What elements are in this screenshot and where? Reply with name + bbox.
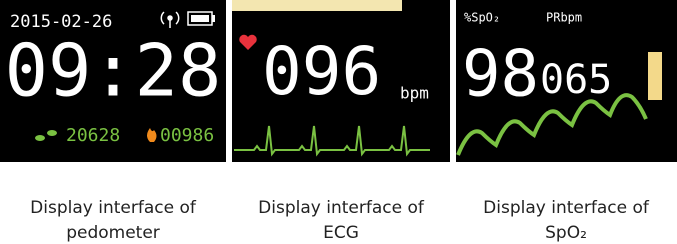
caption: Display interface of (258, 198, 425, 218)
ecg-unit: bpm (400, 84, 429, 103)
top-bar (232, 0, 402, 11)
ecg-value: 096 (262, 33, 381, 110)
pr-value: 065 (540, 57, 612, 103)
time: 09:28 (5, 29, 222, 113)
spo2-screen: %SpO₂ PRbpm 98 065 (456, 0, 677, 162)
calories: 00986 (160, 125, 214, 146)
pr-label: PRbpm (546, 11, 582, 25)
ecg-screen: 096 bpm (232, 0, 450, 162)
steps: 20628 (66, 125, 120, 146)
screenshot: 2015-02-26 09:28 20628 00986 096 bpm %Sp… (0, 0, 677, 244)
spo2-label: %SpO₂ (464, 11, 500, 25)
caption: Display interface of (483, 198, 650, 218)
caption: SpO₂ (545, 223, 587, 243)
pedometer-screen: 2015-02-26 09:28 20628 00986 (0, 0, 226, 162)
pulse-bar (648, 52, 662, 100)
caption: pedometer (66, 223, 160, 243)
caption: ECG (323, 223, 359, 243)
caption: Display interface of (30, 198, 197, 218)
spo2-value: 98 (462, 38, 539, 112)
